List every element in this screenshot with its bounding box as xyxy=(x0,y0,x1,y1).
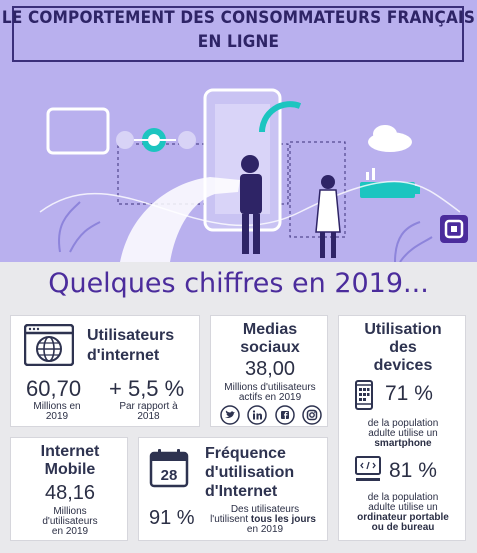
frequency-label-1: Des utilisateurs xyxy=(230,504,300,515)
card-social-media: Medias sociaux 38,00 Millions d'utilisat… xyxy=(210,315,328,427)
computer-value: 81 % xyxy=(389,459,437,482)
card-frequency: 28 Fréquence d'utilisation d'Internet 91… xyxy=(138,437,328,541)
calendar-icon: 28 xyxy=(149,449,189,488)
internet-users-growth: + 5,5 % xyxy=(109,376,185,401)
internet-users-label-2: 2019 xyxy=(45,411,69,422)
card-devices: Utilisation des devices 71 % de la popul… xyxy=(338,315,466,541)
computer-label-1: de la population xyxy=(367,492,439,503)
computer-label-2: adulte utilise un xyxy=(368,502,438,513)
internet-users-title-2: d'internet xyxy=(87,347,160,364)
section-heading: Quelques chiffres en 2019... xyxy=(48,268,429,299)
smartphone-value: 71 % xyxy=(385,382,433,405)
computer-label-3: ordinateur portable xyxy=(357,512,449,523)
internet-users-title-1: Utilisateurs xyxy=(87,327,175,344)
social-label-2: actifs en 2019 xyxy=(238,392,302,403)
twitter-icon[interactable] xyxy=(220,405,240,425)
calendar-day: 28 xyxy=(161,467,178,484)
frequency-value: 91 % xyxy=(149,507,195,529)
computer-icon xyxy=(355,456,381,481)
social-title-1: Medias xyxy=(242,321,298,338)
page-title-line2: EN LIGNE xyxy=(0,32,477,52)
frequency-title-3: d'Internet xyxy=(205,483,278,500)
internet-users-label-1: Millions en xyxy=(33,401,81,412)
social-value: 38,00 xyxy=(244,358,296,380)
smartphone-label-3: smartphone xyxy=(374,438,432,449)
mobile-label-1: Millions xyxy=(53,506,87,517)
computer-label-4: ou de bureau xyxy=(371,522,435,533)
mobile-value: 48,16 xyxy=(44,482,96,504)
social-label-1: Millions d'utilisateurs xyxy=(224,382,316,393)
smartphone-label-2: adulte utilise un xyxy=(368,428,438,439)
devices-title-2: des xyxy=(389,339,417,356)
social-title-2: sociaux xyxy=(240,339,300,356)
internet-users-value: 60,70 xyxy=(26,376,82,401)
mobile-title-1: Internet xyxy=(40,443,100,460)
growth-label-2: 2018 xyxy=(137,411,160,422)
hero-banner: LE COMPORTEMENT DES CONSOMMATEURS FRANÇA… xyxy=(0,0,477,262)
devices-title-3: devices xyxy=(373,357,433,374)
smartphone-icon xyxy=(355,380,373,410)
frequency-title-1: Fréquence xyxy=(205,445,286,462)
instagram-icon[interactable] xyxy=(302,405,322,425)
linkedin-icon[interactable] xyxy=(247,405,268,425)
mobile-label-2: d'utilisateurs xyxy=(42,516,98,527)
frequency-label-3: en 2019 xyxy=(246,524,284,535)
card-mobile-internet: Internet Mobile 48,16 Millions d'utilisa… xyxy=(10,437,128,541)
smartphone-label-1: de la population xyxy=(367,418,439,429)
growth-label-1: Par rapport à xyxy=(119,401,178,412)
frequency-label-2: l'utilisent tous les jours xyxy=(210,514,316,525)
globe-browser-icon xyxy=(24,324,74,366)
hero-illustration xyxy=(39,88,468,262)
page-title-line1: LE COMPORTEMENT DES CONSOMMATEURS FRANÇA… xyxy=(1,8,476,28)
facebook-icon[interactable] xyxy=(274,405,295,425)
devices-title-1: Utilisation xyxy=(364,321,442,338)
mobile-label-3: en 2019 xyxy=(51,526,89,537)
card-internet-users: Utilisateurs d'internet 60,70 Millions e… xyxy=(10,315,200,427)
title-frame xyxy=(12,6,464,62)
brand-logo-icon xyxy=(440,215,468,243)
mobile-title-2: Mobile xyxy=(44,461,96,478)
social-icons xyxy=(220,405,322,425)
frequency-title-2: d'utilisation xyxy=(205,464,295,481)
